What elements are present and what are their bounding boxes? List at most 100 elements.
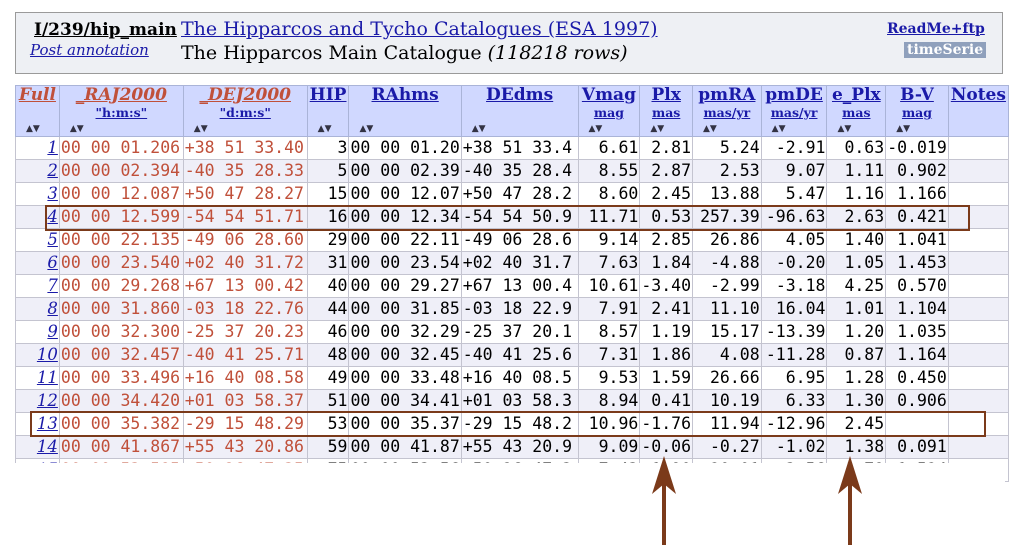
- column-header-4[interactable]: RAhms ▲▼: [348, 85, 462, 137]
- column-header-12[interactable]: Notes: [947, 85, 1009, 137]
- row-full-link[interactable]: 4: [15, 205, 60, 229]
- table-cell: 1.104: [885, 297, 949, 321]
- column-unit: mas/yr: [703, 105, 751, 120]
- table-cell: [947, 251, 1009, 275]
- table-cell: 16: [306, 205, 350, 229]
- column-header-1[interactable]: _RAJ2000 "h:m:s" ▲▼: [58, 85, 184, 137]
- table-cell: 1.453: [885, 251, 949, 275]
- table-cell: 00 00 35.37: [348, 412, 462, 436]
- post-annotation-link[interactable]: Post annotation: [30, 41, 149, 59]
- timeserie-button[interactable]: timeSerie: [904, 42, 987, 58]
- sort-icon[interactable]: ▲▼: [703, 124, 717, 134]
- table-cell: -4.88: [692, 251, 762, 275]
- table-cell: 4.08: [692, 343, 762, 367]
- table-cell: -11.28: [760, 343, 828, 367]
- row-full-link[interactable]: 3: [15, 182, 60, 206]
- column-name[interactable]: B-V: [900, 85, 934, 105]
- sort-icon[interactable]: ▲▼: [837, 124, 852, 134]
- table-cell: 0.53: [639, 205, 694, 229]
- table-cell: 29: [306, 228, 350, 252]
- table-cell: -0.27: [692, 435, 762, 459]
- column-name[interactable]: Full: [18, 85, 56, 105]
- sort-icon[interactable]: ▲▼: [26, 124, 40, 134]
- column-name[interactable]: DEdms: [486, 85, 554, 105]
- column-header-5[interactable]: DEdms ▲▼: [460, 85, 579, 137]
- column-name[interactable]: e_Plx: [831, 85, 881, 105]
- column-name[interactable]: Plx: [651, 85, 681, 105]
- column-header-6[interactable]: Vmag mag ▲▼: [577, 85, 641, 137]
- sort-icon[interactable]: ▲▼: [896, 124, 911, 134]
- coord-cell: 00 00 12.087: [58, 182, 184, 206]
- table-cell: 59: [306, 435, 350, 459]
- table-cell: [947, 205, 1009, 229]
- table-cell: 26.66: [692, 366, 762, 390]
- row-full-link[interactable]: 14: [15, 435, 60, 459]
- table-cell: -12.96: [760, 412, 828, 436]
- column-name[interactable]: _RAJ2000: [75, 85, 167, 105]
- table-cell: 00 00 32.45: [348, 343, 462, 367]
- table-cell: -1.76: [639, 412, 694, 436]
- coord-cell: 00 00 23.540: [58, 251, 184, 275]
- sort-icon[interactable]: ▲▼: [69, 124, 84, 134]
- catalog-title-link[interactable]: The Hipparcos and Tycho Catalogues (ESA …: [181, 18, 658, 40]
- catalog-id[interactable]: I/239/hip_main: [34, 20, 177, 40]
- table-cell: 1.166: [885, 182, 949, 206]
- table-cell: [947, 412, 1009, 436]
- table-cell: 6.61: [577, 136, 641, 160]
- column-name[interactable]: Vmag: [581, 85, 636, 105]
- table-cell: 257.39: [692, 205, 762, 229]
- column-name[interactable]: _DEJ2000: [199, 85, 291, 105]
- sort-icon[interactable]: ▲▼: [588, 124, 603, 134]
- column-header-10[interactable]: e_Plx mas ▲▼: [826, 85, 887, 137]
- table-cell: 48: [306, 343, 350, 367]
- column-name[interactable]: RAhms: [371, 85, 439, 105]
- coord-cell: 00 00 35.382: [58, 412, 184, 436]
- row-full-link[interactable]: 12: [15, 389, 60, 413]
- table-cell: -54 54 50.9: [460, 205, 579, 229]
- sort-icon[interactable]: ▲▼: [650, 124, 665, 134]
- column-header-2[interactable]: _DEJ2000 "d:m:s" ▲▼: [182, 85, 308, 137]
- catalog-subtitle: The Hipparcos Main Catalogue (118218 row…: [181, 42, 628, 64]
- table-cell: [947, 343, 1009, 367]
- table-cell: [947, 274, 1009, 298]
- arrow-up-icon-eplx: [838, 456, 862, 545]
- column-header-0[interactable]: Full ▲▼: [15, 85, 60, 137]
- table-cell: 11.94: [692, 412, 762, 436]
- sort-icon[interactable]: ▲▼: [317, 124, 332, 134]
- table-cell: 16.04: [760, 297, 828, 321]
- sort-icon[interactable]: ▲▼: [193, 124, 208, 134]
- row-full-link[interactable]: 5: [15, 228, 60, 252]
- table-row: 10 00 00 32.457 -40 41 25.71 48 00 00 32.45-…: [15, 343, 1009, 367]
- coord-cell: +50 47 28.27: [182, 182, 308, 206]
- table-cell: +02 40 31.7: [460, 251, 579, 275]
- coord-cell: 00 00 12.599: [58, 205, 184, 229]
- column-name[interactable]: pmRA: [698, 85, 756, 105]
- table-cell: 00 00 41.87: [348, 435, 462, 459]
- table-cell: -25 37 20.1: [460, 320, 579, 344]
- table-cell: -13.39: [760, 320, 828, 344]
- table-row: 4 00 00 12.599 -54 54 51.71 16 00 00 12.34 -5…: [15, 205, 1009, 229]
- highlight-box-row-13: [30, 411, 986, 437]
- column-header-9[interactable]: pmDE mas/yr ▲▼: [760, 85, 828, 137]
- column-name[interactable]: Notes: [950, 85, 1006, 105]
- table-cell: 1.16: [826, 182, 887, 206]
- row-full-link[interactable]: 13: [15, 412, 60, 436]
- table-cell: 1.20: [826, 320, 887, 344]
- column-header-11[interactable]: B-V mag ▲▼: [885, 85, 949, 137]
- column-name[interactable]: HIP: [309, 85, 347, 105]
- column-header-3[interactable]: HIP ▲▼: [306, 85, 350, 137]
- column-name[interactable]: pmDE: [765, 85, 823, 105]
- table-cell: 00 00 12.07: [348, 182, 462, 206]
- table-cell: [947, 435, 1009, 459]
- sort-icon[interactable]: ▲▼: [359, 124, 374, 134]
- readme-ftp-link[interactable]: ReadMe+ftp: [887, 21, 985, 37]
- table-cell: 51: [306, 389, 350, 413]
- column-header-7[interactable]: Plx mas ▲▼: [639, 85, 694, 137]
- table-cell: 2.41: [639, 297, 694, 321]
- column-header-8[interactable]: pmRA mas/yr ▲▼: [692, 85, 762, 137]
- sort-icon[interactable]: ▲▼: [471, 124, 486, 134]
- sort-icon[interactable]: ▲▼: [771, 124, 786, 134]
- row-full-link[interactable]: 6: [15, 251, 60, 275]
- table-row: 13 00 00 35.382 -29 15 48.29 53 00 00 35.37-…: [15, 412, 1009, 436]
- table-cell: 5: [306, 159, 350, 183]
